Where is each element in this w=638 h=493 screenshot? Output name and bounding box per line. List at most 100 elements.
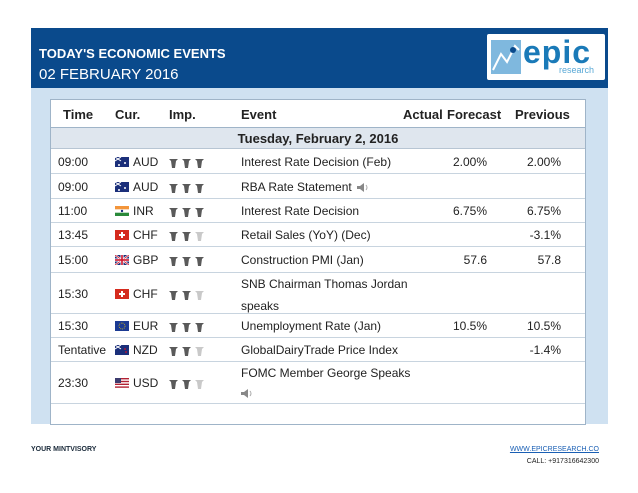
speaker-line [241,386,410,400]
bull-icon [195,208,204,217]
bull-icon [169,291,178,300]
row-time: 15:30 [58,319,89,333]
event-name: GlobalDairyTrade Price Index [241,343,398,357]
table-row: 09:00 AUD RBA Rate Statement [51,174,585,199]
in-flag-icon [115,206,129,216]
bull-icon [182,232,191,241]
importance-rating [169,289,208,303]
logo-sub: research [559,65,595,75]
bull-icon [182,347,191,356]
row-time: 11:00 [58,204,88,218]
col-forecast: Forecast [447,107,502,122]
row-event: Interest Rate Decision [241,204,359,218]
row-time: 09:00 [58,180,89,194]
bull-icon [195,232,204,241]
bull-icon [195,380,204,389]
bull-icon [182,208,191,217]
col-currency: Cur. [115,107,141,122]
date-row: Tuesday, February 2, 2016 [51,128,585,149]
row-time: 23:30 [58,376,89,390]
bull-icon [169,208,178,217]
table-row: 15:30 CHF SNB Chairman Thomas Jordan speaks [51,273,585,314]
row-forecast: 6.75% [452,204,487,218]
table-row: 15:00 GBP Construction PMI (Jan) 57.6 57.8 [51,247,585,273]
speaker-icon [241,389,252,399]
bull-icon [169,232,178,241]
bull-icon [169,347,178,356]
row-previous: 10.5% [526,319,561,333]
bull-icon [182,257,191,266]
bull-icon [195,323,204,332]
importance-rating [169,206,208,220]
page-title: TODAY'S ECONOMIC EVENTS [39,46,226,61]
bull-icon [182,291,191,300]
website-link[interactable]: WWW.EPICRESEARCH.CO [509,446,599,453]
economic-calendar-table: Time Cur. Imp. Event Actual Forecast Pre… [50,99,586,425]
bull-icon [182,159,191,168]
bull-icon [195,184,204,193]
row-time: 15:30 [58,287,89,301]
importance-rating [169,230,208,244]
bull-icon [195,257,204,266]
bull-icon [195,159,204,168]
importance-rating [169,378,208,392]
event-name: Interest Rate Decision (Feb) [241,155,392,169]
row-event: Unemployment Rate (Jan) [241,319,381,333]
importance-rating [169,345,208,359]
row-event: RBA Rate Statement [241,180,371,194]
row-event: SNB Chairman Thomas Jordan speaks [241,277,408,313]
bull-icon [169,184,178,193]
event-name: Unemployment Rate (Jan) [241,319,382,333]
row-currency: EUR [133,319,159,333]
bull-icon [195,291,204,300]
col-actual: Actual [403,107,443,122]
bull-icon [169,380,178,389]
row-currency: AUD [133,155,159,169]
bull-icon [169,323,178,332]
event-name-line2: speaks [241,299,280,313]
row-currency: CHF [133,228,158,242]
globe-logo-icon [491,40,521,74]
row-event: Interest Rate Decision (Feb) [241,155,391,169]
event-name: Interest Rate Decision [241,204,360,218]
bull-icon [182,184,191,193]
row-previous: 6.75% [526,204,561,218]
row-time: Tentative [58,343,107,357]
row-event: GlobalDairyTrade Price Index [241,343,398,357]
row-forecast: 57.6 [463,253,487,267]
epic-research-logo: epic research [487,34,605,80]
bull-icon [182,323,191,332]
row-forecast: 2.00% [452,155,487,169]
event-name: Retail Sales (YoY) (Dec) [241,228,371,242]
row-currency: INR [133,204,154,218]
row-previous: -3.1% [529,228,561,242]
footer-brand: YOUR MINTVISORY [31,446,97,453]
bull-icon [182,380,191,389]
row-event: Retail Sales (YoY) (Dec) [241,228,371,242]
table-row: 13:45 CHF Retail Sales (YoY) (Dec) -3.1% [51,223,585,247]
row-previous: -1.4% [529,343,561,357]
nz-flag-icon [115,345,129,355]
table-row: 23:30 USD FOMC Member George Speaks [51,362,585,404]
event-name: RBA Rate Statement [241,180,352,194]
row-event: FOMC Member George Speaks [241,366,410,400]
row-currency: USD [133,376,159,390]
row-currency: NZD [133,343,158,357]
importance-rating [169,255,208,269]
bull-icon [169,257,178,266]
event-name: FOMC Member George Speaks [241,366,411,380]
importance-rating [169,321,208,335]
event-name: Construction PMI (Jan) [241,253,364,267]
col-event: Event [241,107,277,122]
row-currency: AUD [133,180,159,194]
row-time: 15:00 [58,253,89,267]
row-currency: CHF [133,287,158,301]
us-flag-icon [115,378,129,388]
table-row: 09:00 AUD Interest Rate Decision (Feb) 2.00… [51,150,585,174]
table-row: 11:00 INR Interest Rate Decision 6.75% 6.75% [51,199,585,223]
table-header: Time Cur. Imp. Event Actual Forecast Pre… [51,100,585,128]
col-previous: Previous [515,107,570,122]
bull-icon [169,159,178,168]
row-time: 13:45 [58,228,89,242]
gb-flag-icon [115,255,129,265]
